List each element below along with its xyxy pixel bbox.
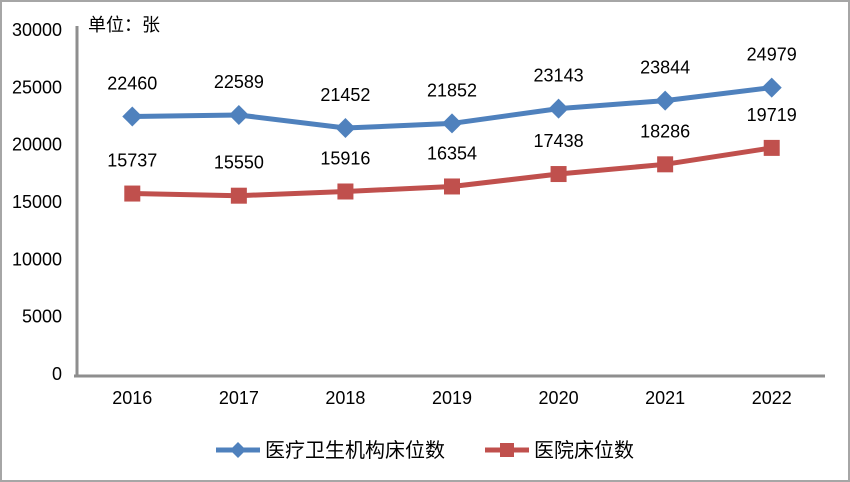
data-point-marker-square <box>763 139 780 156</box>
data-point-label: 15737 <box>107 151 157 171</box>
x-axis-tick-label: 2019 <box>432 388 472 408</box>
data-point-label: 16354 <box>427 143 477 163</box>
data-point-label: 15916 <box>320 148 370 168</box>
data-point-label: 17438 <box>534 131 584 151</box>
data-point-label: 15550 <box>214 153 264 173</box>
data-point-label: 22460 <box>107 73 157 93</box>
data-point-label: 23844 <box>640 58 690 78</box>
data-point-marker-diamond <box>230 442 246 458</box>
data-point-marker-diamond <box>761 77 782 98</box>
y-axis-tick-label: 5000 <box>22 307 62 327</box>
data-point-marker-square <box>500 443 514 457</box>
legend-label: 医疗卫生机构床位数 <box>265 439 445 462</box>
data-point-label: 23143 <box>534 66 584 86</box>
y-axis-tick-label: 10000 <box>12 249 62 269</box>
data-point-marker-square <box>444 178 460 195</box>
data-point-marker-diamond <box>228 104 249 125</box>
legend-label: 医院床位数 <box>534 439 634 462</box>
data-point-marker-diamond <box>548 98 569 119</box>
data-point-marker-diamond <box>655 90 676 111</box>
y-axis-tick-label: 0 <box>52 364 62 384</box>
data-point-label: 18286 <box>640 121 690 141</box>
data-point-marker-diamond <box>122 106 143 127</box>
data-point-marker-square <box>124 185 141 202</box>
x-axis-tick-label: 2016 <box>112 388 152 408</box>
data-point-label: 22589 <box>214 72 264 92</box>
y-axis-tick-label: 30000 <box>12 20 62 40</box>
x-axis-tick-label: 2017 <box>219 388 259 408</box>
y-axis-tick-label: 20000 <box>12 135 62 155</box>
x-axis-tick-label: 2021 <box>645 388 685 408</box>
data-point-label: 21852 <box>427 80 477 100</box>
data-point-label: 19719 <box>747 105 797 125</box>
data-point-label: 24979 <box>747 45 797 65</box>
data-point-marker-square <box>230 187 247 204</box>
data-point-marker-diamond <box>335 118 356 139</box>
x-axis-tick-label: 2020 <box>539 388 579 408</box>
y-axis-tick-label: 15000 <box>12 192 62 212</box>
data-point-marker-square <box>337 183 354 200</box>
data-point-marker-diamond <box>442 113 462 134</box>
data-point-label: 21452 <box>320 85 370 105</box>
data-point-marker-square <box>550 166 567 183</box>
unit-label: 单位：张 <box>88 15 160 35</box>
x-axis-tick-label: 2018 <box>325 388 365 408</box>
data-point-marker-square <box>657 156 674 173</box>
y-axis-tick-label: 25000 <box>12 77 62 97</box>
x-axis-tick-label: 2022 <box>752 388 792 408</box>
